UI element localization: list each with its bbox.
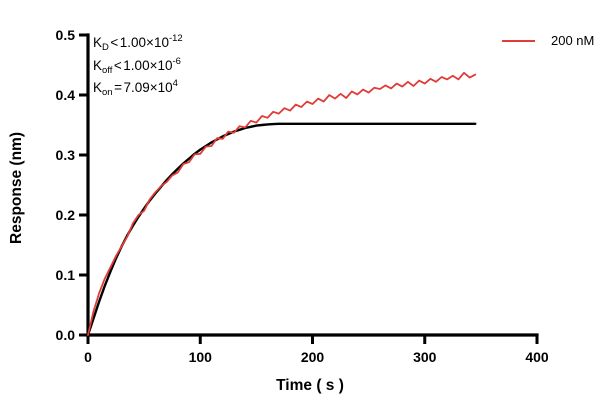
x-tick-label-0: 0 bbox=[84, 349, 92, 365]
annotation-kon: Kon = 7.09×104 bbox=[93, 74, 183, 98]
kd-value: 1.00×10 bbox=[119, 35, 169, 50]
kon-symbol: K bbox=[93, 80, 103, 95]
kd-exponent: -12 bbox=[168, 33, 183, 44]
annotation-kd: KD <1.00×10-12 bbox=[93, 29, 183, 53]
y-tick-label-0.3: 0.3 bbox=[56, 147, 76, 163]
x-axis-title: Time ( s ) bbox=[276, 377, 344, 394]
y-axis-title: Response (nm) bbox=[8, 132, 25, 244]
legend-label-200nm: 200 nM bbox=[551, 33, 595, 48]
kd-subscript: D bbox=[102, 42, 109, 53]
x-tick-label-300: 300 bbox=[413, 349, 437, 365]
kinetic-constants-annotation: KD <1.00×10-12 Koff <1.00×10-6 Kon = 7.09×10… bbox=[93, 29, 183, 98]
x-tick-label-100: 100 bbox=[189, 349, 213, 365]
curve-fit bbox=[86, 122, 477, 337]
kon-value: 7.09×10 bbox=[123, 80, 173, 95]
kon-subscript: on bbox=[102, 87, 113, 98]
y-tick-label-0.5: 0.5 bbox=[56, 27, 76, 43]
kon-exponent: 4 bbox=[172, 78, 178, 89]
legend: 200 nM bbox=[502, 33, 594, 48]
y-tick-label-0.1: 0.1 bbox=[56, 267, 76, 283]
koff-subscript: off bbox=[102, 64, 113, 76]
koff-relation: < bbox=[113, 57, 122, 73]
y-tick-label-0.4: 0.4 bbox=[56, 87, 76, 103]
kd-symbol: K bbox=[93, 35, 103, 50]
annotation-koff: Koff <1.00×10-6 bbox=[93, 52, 183, 76]
y-tick-label-0.0: 0.0 bbox=[56, 327, 76, 343]
x-tick-label-400: 400 bbox=[525, 349, 549, 365]
koff-exponent: -6 bbox=[172, 55, 181, 67]
kd-relation: < bbox=[110, 35, 119, 50]
curve-200-nm bbox=[87, 71, 477, 336]
x-tick-label-200: 200 bbox=[301, 349, 325, 365]
koff-symbol: K bbox=[93, 57, 103, 73]
y-tick-label-0.2: 0.2 bbox=[56, 207, 76, 223]
kon-relation: = bbox=[114, 80, 122, 95]
koff-value: 1.00×10 bbox=[123, 57, 173, 73]
legend-line-swatch bbox=[502, 39, 535, 42]
